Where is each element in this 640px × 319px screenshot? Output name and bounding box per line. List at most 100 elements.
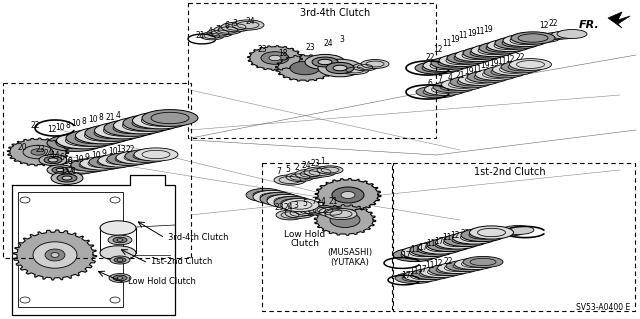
Bar (262, 163, 392, 311)
Text: 23: 23 (274, 204, 284, 212)
Polygon shape (13, 230, 97, 280)
Text: 24: 24 (301, 160, 311, 169)
Text: 18: 18 (278, 48, 288, 57)
Ellipse shape (261, 52, 289, 64)
Text: 9: 9 (68, 158, 72, 167)
Ellipse shape (281, 198, 319, 211)
Ellipse shape (200, 32, 224, 40)
Ellipse shape (207, 29, 233, 37)
Ellipse shape (44, 156, 62, 164)
Ellipse shape (444, 234, 488, 247)
Text: 20: 20 (17, 144, 27, 152)
Polygon shape (314, 205, 376, 235)
Ellipse shape (511, 32, 555, 44)
Ellipse shape (433, 81, 475, 93)
Text: 21: 21 (195, 31, 205, 40)
Ellipse shape (419, 241, 463, 254)
Ellipse shape (246, 188, 284, 202)
Text: 6: 6 (60, 152, 65, 161)
Ellipse shape (438, 263, 477, 274)
Ellipse shape (253, 190, 291, 204)
Ellipse shape (113, 237, 127, 243)
Ellipse shape (132, 112, 189, 129)
Text: 12: 12 (433, 46, 443, 55)
Ellipse shape (116, 151, 160, 164)
Text: 22: 22 (30, 122, 40, 130)
Text: 10: 10 (91, 152, 101, 160)
Ellipse shape (312, 57, 338, 67)
Ellipse shape (125, 149, 169, 163)
Bar (393, 163, 635, 311)
Text: 17: 17 (434, 236, 444, 246)
Ellipse shape (318, 59, 362, 77)
Ellipse shape (286, 173, 314, 182)
Text: 17: 17 (417, 264, 427, 273)
Text: 17: 17 (401, 271, 411, 279)
Ellipse shape (455, 49, 499, 62)
Text: 3: 3 (232, 19, 237, 28)
Ellipse shape (52, 167, 68, 173)
Text: 7: 7 (438, 76, 442, 85)
Ellipse shape (423, 59, 467, 72)
Ellipse shape (113, 275, 127, 281)
Text: 9: 9 (102, 150, 106, 159)
Text: 22: 22 (515, 54, 525, 63)
Ellipse shape (532, 34, 560, 42)
Bar (18, 192, 123, 307)
Text: 10: 10 (108, 147, 118, 157)
Ellipse shape (100, 221, 136, 235)
Text: 12: 12 (505, 56, 515, 64)
Text: 21: 21 (455, 70, 465, 79)
Ellipse shape (341, 191, 355, 198)
Ellipse shape (110, 256, 130, 264)
Text: 22: 22 (125, 145, 135, 153)
Polygon shape (275, 55, 335, 81)
Text: 16: 16 (63, 157, 73, 166)
Ellipse shape (95, 122, 150, 139)
Text: 8: 8 (82, 117, 86, 127)
Ellipse shape (80, 157, 124, 170)
Text: 23: 23 (305, 43, 315, 53)
Ellipse shape (100, 246, 136, 260)
Ellipse shape (56, 168, 64, 172)
Text: 14: 14 (50, 151, 60, 160)
Ellipse shape (470, 226, 513, 239)
Text: 23: 23 (310, 159, 320, 167)
Text: 24: 24 (323, 40, 333, 48)
Text: 11: 11 (426, 240, 436, 249)
Text: 22: 22 (444, 257, 452, 266)
Ellipse shape (318, 59, 332, 65)
Ellipse shape (401, 246, 445, 259)
Ellipse shape (424, 84, 467, 95)
Ellipse shape (85, 125, 141, 141)
Ellipse shape (56, 132, 113, 149)
Ellipse shape (33, 242, 77, 268)
Ellipse shape (53, 161, 97, 174)
Ellipse shape (361, 60, 389, 69)
Ellipse shape (446, 260, 486, 271)
Text: 3: 3 (294, 201, 298, 210)
Text: 1st-2nd Clutch: 1st-2nd Clutch (474, 167, 546, 177)
Ellipse shape (142, 110, 198, 126)
Ellipse shape (439, 54, 483, 67)
Ellipse shape (117, 239, 123, 241)
Ellipse shape (232, 20, 264, 30)
Ellipse shape (496, 228, 524, 236)
Ellipse shape (295, 206, 321, 216)
Ellipse shape (495, 37, 539, 49)
Text: 12: 12 (540, 20, 548, 29)
Ellipse shape (48, 158, 58, 162)
Ellipse shape (450, 76, 492, 88)
Text: 21: 21 (105, 113, 115, 122)
Ellipse shape (487, 39, 531, 52)
Text: Clutch: Clutch (291, 239, 319, 248)
Text: 1st-2nd Clutch: 1st-2nd Clutch (151, 257, 212, 266)
Ellipse shape (458, 74, 500, 85)
Ellipse shape (403, 271, 444, 282)
Ellipse shape (62, 160, 106, 173)
Ellipse shape (503, 34, 547, 47)
Ellipse shape (295, 169, 325, 179)
Text: 19: 19 (464, 68, 474, 77)
Ellipse shape (285, 208, 315, 218)
Polygon shape (608, 12, 630, 28)
